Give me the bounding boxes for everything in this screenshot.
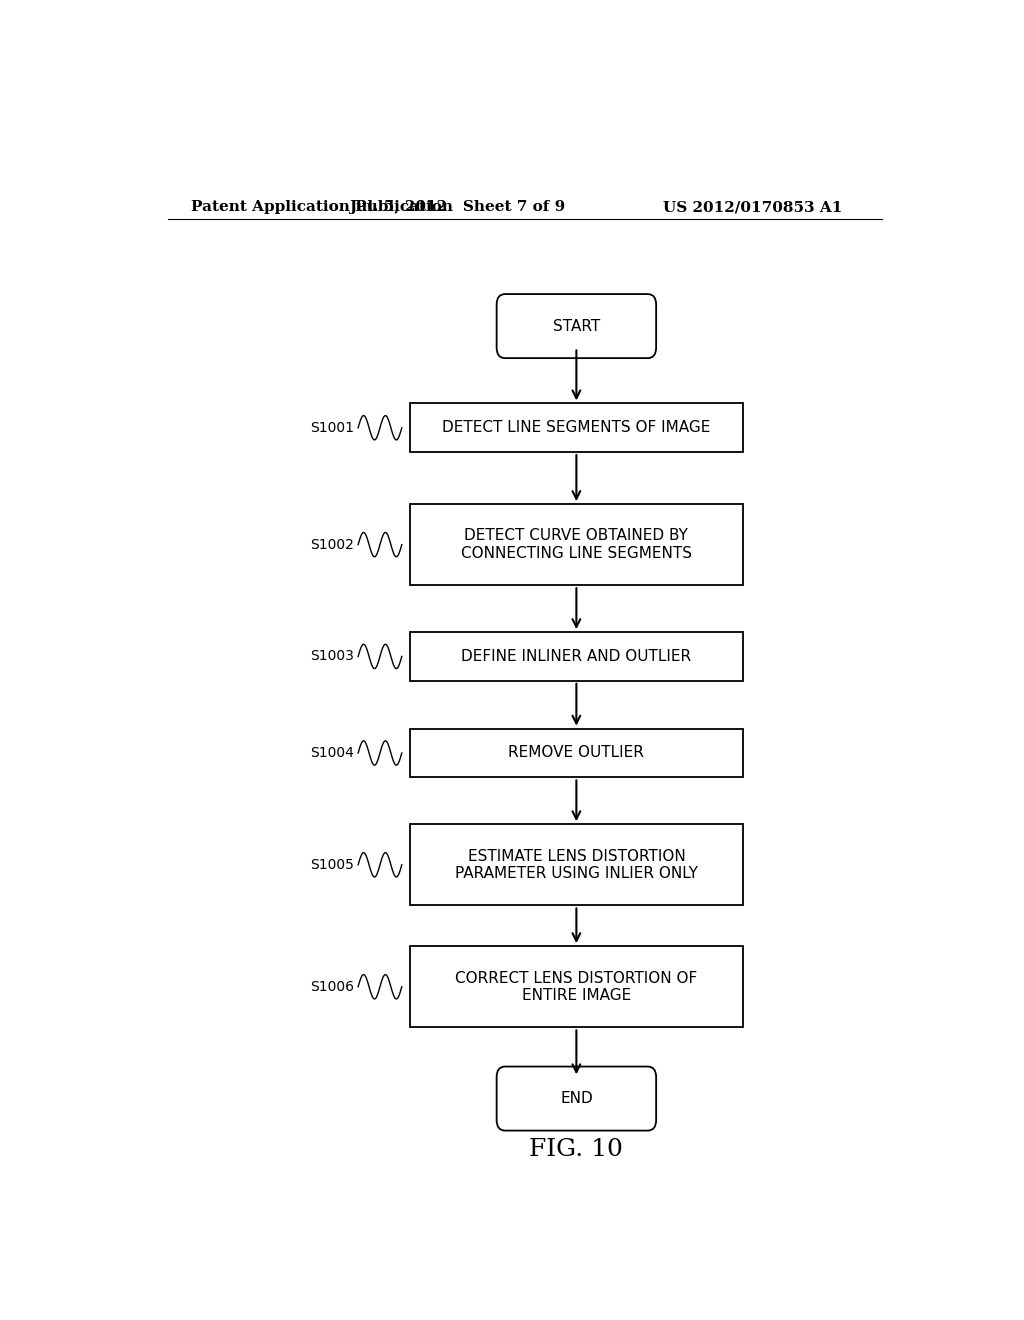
Text: US 2012/0170853 A1: US 2012/0170853 A1 (663, 201, 842, 214)
Text: S1004: S1004 (310, 746, 354, 760)
FancyBboxPatch shape (410, 824, 743, 906)
Text: END: END (560, 1092, 593, 1106)
Text: Patent Application Publication: Patent Application Publication (191, 201, 454, 214)
Text: Jul. 5, 2012   Sheet 7 of 9: Jul. 5, 2012 Sheet 7 of 9 (349, 201, 565, 214)
Text: DETECT CURVE OBTAINED BY
CONNECTING LINE SEGMENTS: DETECT CURVE OBTAINED BY CONNECTING LINE… (461, 528, 692, 561)
FancyBboxPatch shape (410, 729, 743, 777)
Text: DEFINE INLINER AND OUTLIER: DEFINE INLINER AND OUTLIER (462, 649, 691, 664)
FancyBboxPatch shape (410, 504, 743, 585)
Text: DETECT LINE SEGMENTS OF IMAGE: DETECT LINE SEGMENTS OF IMAGE (442, 420, 711, 436)
FancyBboxPatch shape (410, 946, 743, 1027)
Text: ESTIMATE LENS DISTORTION
PARAMETER USING INLIER ONLY: ESTIMATE LENS DISTORTION PARAMETER USING… (455, 849, 698, 880)
Text: S1001: S1001 (310, 421, 354, 434)
FancyBboxPatch shape (497, 294, 656, 358)
Text: CORRECT LENS DISTORTION OF
ENTIRE IMAGE: CORRECT LENS DISTORTION OF ENTIRE IMAGE (456, 970, 697, 1003)
Text: S1003: S1003 (310, 649, 354, 664)
Text: S1006: S1006 (310, 979, 354, 994)
FancyBboxPatch shape (410, 404, 743, 453)
FancyBboxPatch shape (410, 632, 743, 681)
Text: S1002: S1002 (310, 537, 354, 552)
Text: REMOVE OUTLIER: REMOVE OUTLIER (509, 746, 644, 760)
FancyBboxPatch shape (497, 1067, 656, 1131)
Text: S1005: S1005 (310, 858, 354, 871)
Text: START: START (553, 318, 600, 334)
Text: FIG. 10: FIG. 10 (529, 1138, 624, 1160)
